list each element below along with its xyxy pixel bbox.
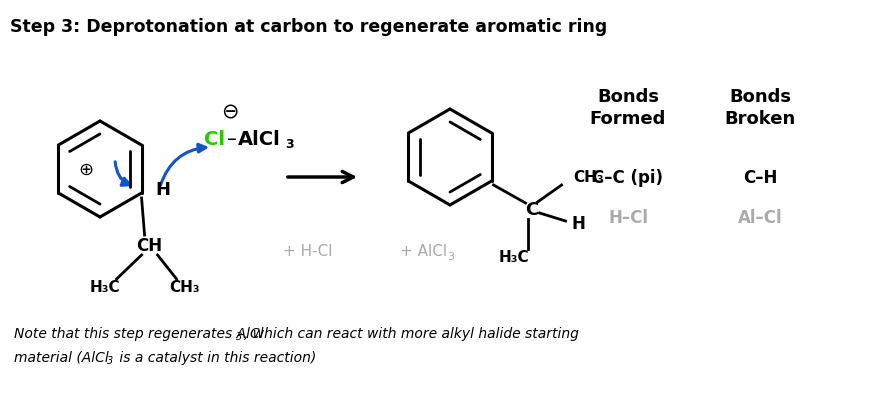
Text: H₃C: H₃C [498, 250, 529, 265]
Text: Al–Cl: Al–Cl [737, 209, 782, 226]
Text: H: H [156, 181, 171, 198]
FancyArrowPatch shape [160, 145, 206, 186]
Text: is a catalyst in this reaction): is a catalyst in this reaction) [115, 350, 316, 364]
Text: 3: 3 [447, 252, 454, 261]
Text: Note that this step regenerates AlCl: Note that this step regenerates AlCl [14, 326, 264, 340]
Text: 3: 3 [285, 138, 294, 151]
Text: 3: 3 [107, 355, 114, 365]
Text: Cl: Cl [204, 130, 225, 149]
Text: + H-Cl: + H-Cl [283, 244, 333, 259]
Text: C: C [525, 200, 539, 218]
Text: ⊖: ⊖ [221, 102, 238, 122]
Text: H₃C: H₃C [89, 280, 120, 295]
Text: Bonds
Broken: Bonds Broken [724, 88, 796, 128]
Text: C–C (pi): C–C (pi) [592, 168, 664, 187]
Text: , which can react with more alkyl halide starting: , which can react with more alkyl halide… [244, 326, 579, 340]
Text: H–Cl: H–Cl [608, 209, 648, 226]
Text: ⊕: ⊕ [78, 161, 93, 179]
Text: 3: 3 [236, 331, 242, 341]
FancyArrowPatch shape [115, 162, 130, 186]
Text: H: H [572, 215, 585, 232]
Text: Bonds
Formed: Bonds Formed [590, 88, 666, 128]
Text: AlCl: AlCl [238, 130, 281, 149]
Text: C–H: C–H [743, 168, 777, 187]
Text: CH₃: CH₃ [574, 170, 605, 185]
Text: material (AlCl: material (AlCl [14, 350, 109, 364]
Text: Step 3: Deprotonation at carbon to regenerate aromatic ring: Step 3: Deprotonation at carbon to regen… [10, 18, 607, 36]
Text: –: – [227, 130, 237, 149]
Text: CH: CH [136, 237, 163, 254]
Text: + AlCl: + AlCl [400, 244, 447, 259]
Text: CH₃: CH₃ [169, 280, 200, 295]
